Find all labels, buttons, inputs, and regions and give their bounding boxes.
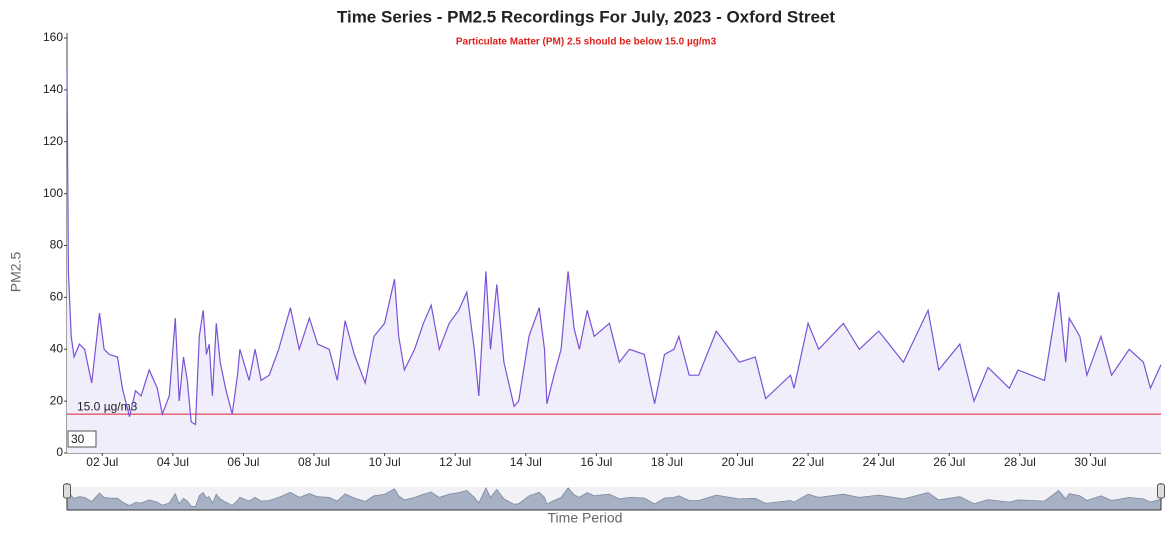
y-tick-label: 20 (50, 393, 64, 407)
x-tick-label: 10 Jul (369, 455, 401, 469)
y-tick-label: 60 (50, 290, 64, 304)
x-tick-label: 08 Jul (298, 455, 330, 469)
chart-subtitle: Particulate Matter (PM) 2.5 should be be… (456, 37, 717, 48)
x-tick-label: 30 Jul (1074, 455, 1106, 469)
x-tick-label: 24 Jul (863, 455, 895, 469)
y-tick-label: 160 (43, 30, 63, 44)
x-tick-label: 28 Jul (1004, 455, 1036, 469)
roll-period-value[interactable]: 30 (71, 432, 85, 446)
y-axis-label: PM2.5 (8, 252, 24, 293)
y-tick-label: 40 (50, 341, 64, 355)
x-tick-label: 14 Jul (510, 455, 542, 469)
area (67, 69, 1161, 453)
range-handle[interactable] (1157, 483, 1165, 499)
y-tick-label: 80 (50, 238, 64, 252)
x-tick-label: 16 Jul (580, 455, 612, 469)
chart-title: Time Series - PM2.5 Recordings For July,… (337, 7, 836, 26)
x-tick-label: 12 Jul (439, 455, 471, 469)
range-handle[interactable] (63, 483, 71, 499)
x-tick-label: 22 Jul (792, 455, 824, 469)
line (66, 69, 1162, 426)
threshold-label: 15.0 µg/m3 (77, 399, 138, 413)
x-tick-label: 20 Jul (722, 455, 754, 469)
y-tick-label: 140 (43, 82, 63, 96)
x-tick-label: 02 Jul (86, 455, 118, 469)
range-area (66, 486, 1162, 511)
x-axis-label: Time Period (548, 510, 623, 526)
roll-period-input[interactable] (67, 430, 97, 448)
x-tick-label: 26 Jul (933, 455, 965, 469)
x-tick-label: 04 Jul (157, 455, 189, 469)
y-tick-label: 100 (43, 186, 63, 200)
x-tick-label: 06 Jul (227, 455, 259, 469)
y-tick-label: 0 (56, 445, 63, 459)
x-tick-label: 18 Jul (651, 455, 683, 469)
y-tick-label: 120 (43, 134, 63, 148)
